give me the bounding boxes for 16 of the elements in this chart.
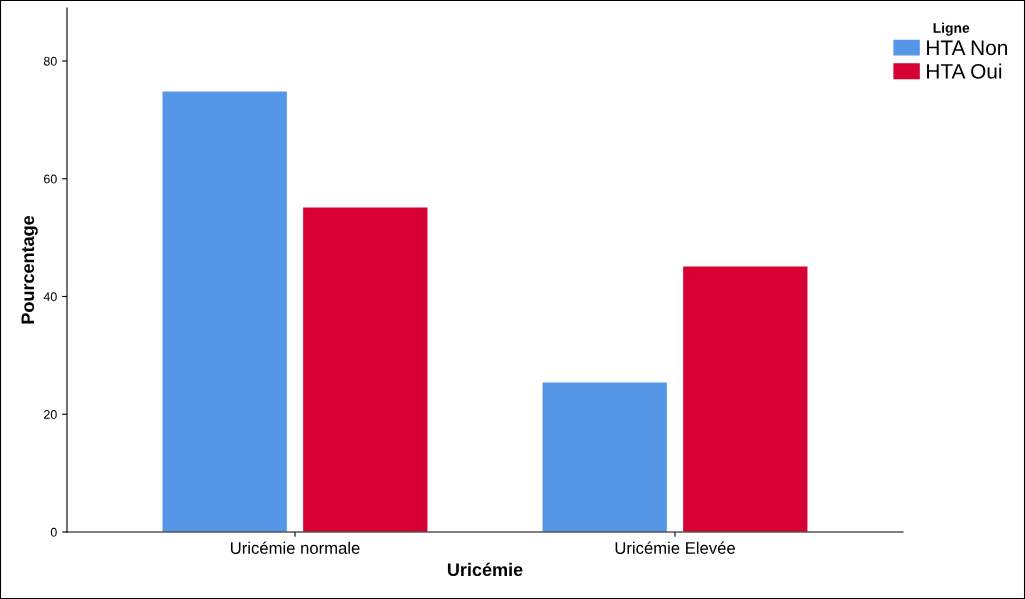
y-tick-label: 0 <box>50 527 57 537</box>
bar <box>302 206 429 532</box>
y-tick-label: 40 <box>43 292 57 302</box>
bar <box>161 90 288 532</box>
y-tick-label: 60 <box>44 174 57 184</box>
bar <box>541 381 668 532</box>
legend-title: Ligne <box>933 22 970 36</box>
x-tick-label: Uricémie normale <box>230 541 360 554</box>
y-tick-label: 80 <box>43 56 57 66</box>
legend-label: HTA Oui <box>927 63 1002 79</box>
y-axis-title: Pourcentage <box>21 215 38 324</box>
x-tick-label: Uricémie Elevée <box>615 541 735 554</box>
bar <box>682 265 809 532</box>
x-axis-title: Uricémie <box>447 562 523 577</box>
y-tick-label: 20 <box>44 410 57 419</box>
legend-label: HTA Non <box>927 40 1007 56</box>
